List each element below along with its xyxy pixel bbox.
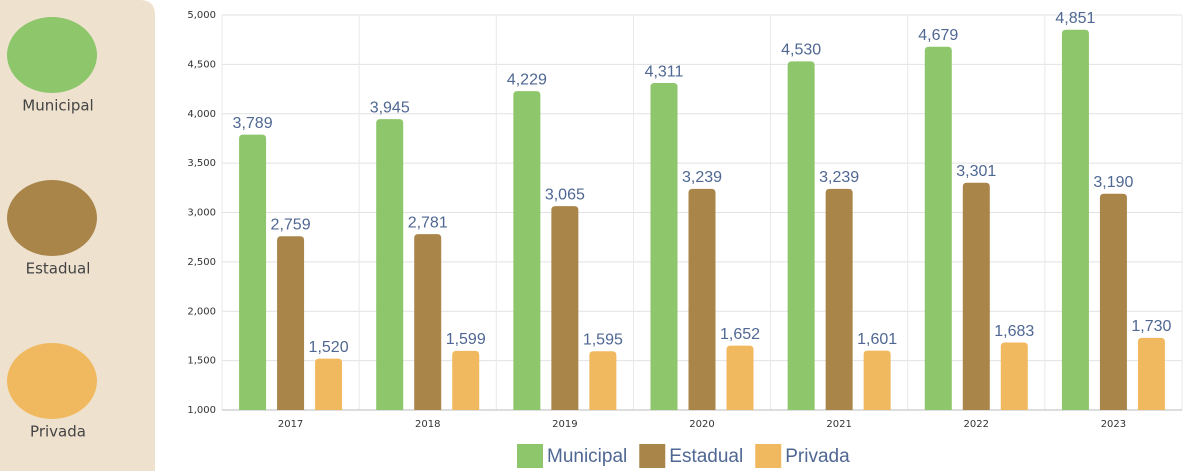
- value-label: 3,239: [682, 169, 722, 186]
- value-label: 1,599: [446, 331, 486, 348]
- bar: [1137, 337, 1165, 410]
- legend-swatch: [755, 444, 782, 468]
- x-tick-label: 2018: [415, 419, 440, 430]
- side-label: Estadual: [26, 260, 91, 278]
- bar: [452, 350, 480, 410]
- bar: [825, 188, 853, 410]
- legend-swatch: [639, 444, 666, 468]
- value-label: 4,679: [918, 27, 958, 44]
- legend-label: Estadual: [669, 446, 743, 467]
- side-swatch: [7, 343, 97, 419]
- x-tick-label: 2017: [278, 419, 303, 430]
- bar: [863, 350, 891, 410]
- value-label: 3,301: [956, 163, 996, 180]
- y-tick-label: 1,000: [187, 405, 216, 416]
- x-tick-label: 2022: [964, 419, 989, 430]
- bar: [1099, 193, 1127, 410]
- bar: [589, 351, 617, 410]
- legend-label: Municipal: [547, 446, 627, 467]
- bar: [924, 46, 952, 410]
- legend-swatch: [517, 444, 543, 468]
- bar: [239, 134, 267, 410]
- x-tick-label: 2023: [1101, 419, 1126, 430]
- value-label: 1,601: [857, 331, 897, 348]
- value-label: 4,311: [645, 63, 684, 80]
- value-label: 1,595: [583, 331, 623, 348]
- bar: [688, 188, 716, 410]
- side-label: Privada: [30, 423, 86, 441]
- value-label: 3,239: [819, 169, 859, 186]
- bar: [650, 83, 678, 410]
- x-tick-label: 2021: [826, 419, 851, 430]
- value-label: 3,945: [370, 99, 410, 116]
- value-label: 3,065: [545, 186, 585, 203]
- value-label: 4,229: [507, 71, 547, 88]
- value-label: 3,190: [1093, 174, 1133, 191]
- value-label: 4,530: [781, 42, 821, 59]
- y-tick-label: 2,500: [187, 257, 216, 268]
- legend-label: Privada: [785, 446, 850, 467]
- value-label: 1,730: [1131, 318, 1171, 335]
- bar: [376, 119, 404, 411]
- bar: [277, 236, 305, 410]
- x-tick-label: 2020: [689, 419, 714, 430]
- bar: [414, 234, 442, 410]
- side-swatch: [7, 17, 97, 93]
- value-label: 1,520: [309, 339, 349, 356]
- y-tick-label: 5,000: [187, 10, 216, 21]
- bar: [551, 206, 579, 410]
- value-label: 2,781: [408, 214, 448, 231]
- bar: [513, 91, 541, 410]
- bar: [787, 61, 815, 410]
- y-tick-label: 4,500: [187, 59, 216, 70]
- y-tick-label: 3,500: [187, 158, 216, 169]
- x-tick-label: 2019: [552, 419, 577, 430]
- y-tick-label: 1,500: [187, 356, 216, 367]
- value-label: 1,652: [720, 326, 760, 343]
- value-label: 1,683: [994, 323, 1034, 340]
- value-label: 2,759: [271, 217, 311, 234]
- bar: [1000, 342, 1028, 410]
- bar: [726, 345, 754, 410]
- bar: [962, 182, 990, 410]
- value-label: 4,851: [1055, 10, 1095, 27]
- bar: [315, 358, 343, 410]
- y-tick-label: 2,000: [187, 306, 216, 317]
- y-tick-label: 3,000: [187, 208, 216, 219]
- side-label: Municipal: [22, 97, 93, 115]
- bar: [1061, 29, 1089, 411]
- side-swatch: [7, 180, 97, 256]
- y-tick-label: 4,000: [187, 109, 216, 120]
- value-label: 3,789: [233, 115, 273, 132]
